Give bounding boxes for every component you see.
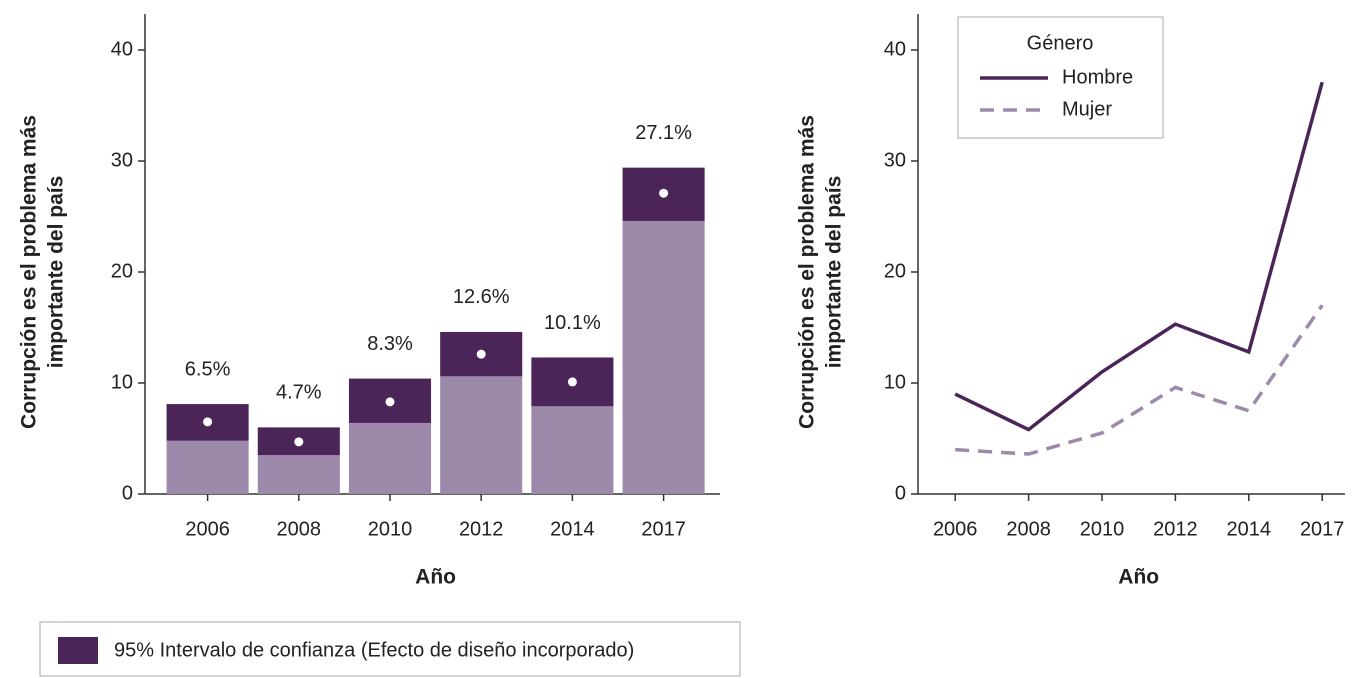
line [954, 81, 1324, 432]
point-estimate [203, 417, 213, 427]
legend-label: Mujer [1062, 98, 1112, 120]
value-label: 6.5% [185, 358, 231, 380]
x-tick-label: 2017 [1300, 518, 1345, 540]
x-tick-label: 2006 [933, 518, 978, 540]
x-axis-label: Año [1118, 566, 1159, 589]
point-estimate [294, 437, 304, 447]
legend-box [39, 621, 741, 677]
y-tick-label: 0 [122, 482, 133, 504]
y-axis-label: Corrupción es el problema más [796, 115, 819, 429]
x-tick-label: 2010 [1080, 518, 1125, 540]
bar [622, 220, 705, 494]
value-label: 12.6% [453, 286, 510, 308]
bar [348, 422, 432, 494]
y-tick-label: 20 [111, 260, 133, 282]
y-tick-label: 10 [884, 371, 906, 393]
y-tick-label: 10 [111, 371, 133, 393]
bar [166, 440, 249, 494]
y-axis-label: Corrupción es el problema más [18, 115, 41, 429]
x-tick-label: 2008 [277, 518, 322, 540]
y-axis-label: importante del país [45, 176, 68, 369]
point-estimate [567, 377, 577, 387]
y-tick-label: 30 [884, 149, 906, 171]
y-tick-label: 0 [895, 482, 906, 504]
bar [257, 455, 340, 494]
value-label: 10.1% [544, 312, 601, 334]
y-tick-label: 40 [884, 38, 906, 60]
value-label: 27.1% [635, 122, 692, 144]
x-tick-label: 2006 [185, 518, 230, 540]
x-tick-label: 2012 [459, 518, 504, 540]
y-tick-label: 20 [884, 260, 906, 282]
point-estimate [385, 397, 395, 407]
legend-swatch [58, 637, 98, 664]
legend-label: 95% Intervalo de confianza (Efecto de di… [114, 639, 634, 661]
y-tick-label: 40 [111, 38, 133, 60]
legend-title: Género [1027, 32, 1094, 54]
point-estimate [659, 188, 669, 198]
legend-label: Hombre [1062, 66, 1133, 88]
value-label: 8.3% [367, 333, 413, 355]
line [955, 304, 1324, 456]
x-tick-label: 2014 [550, 518, 595, 540]
y-tick-label: 30 [111, 149, 133, 171]
point-estimate [476, 349, 486, 359]
bar [440, 376, 523, 494]
x-tick-label: 2012 [1153, 518, 1198, 540]
bar [531, 406, 614, 494]
x-tick-label: 2010 [368, 518, 413, 540]
x-axis-label: Año [415, 566, 456, 589]
y-axis-label: importante del país [823, 176, 846, 369]
x-tick-label: 2017 [641, 518, 686, 540]
x-tick-label: 2008 [1006, 518, 1051, 540]
x-tick-label: 2014 [1227, 518, 1272, 540]
value-label: 4.7% [276, 382, 322, 404]
